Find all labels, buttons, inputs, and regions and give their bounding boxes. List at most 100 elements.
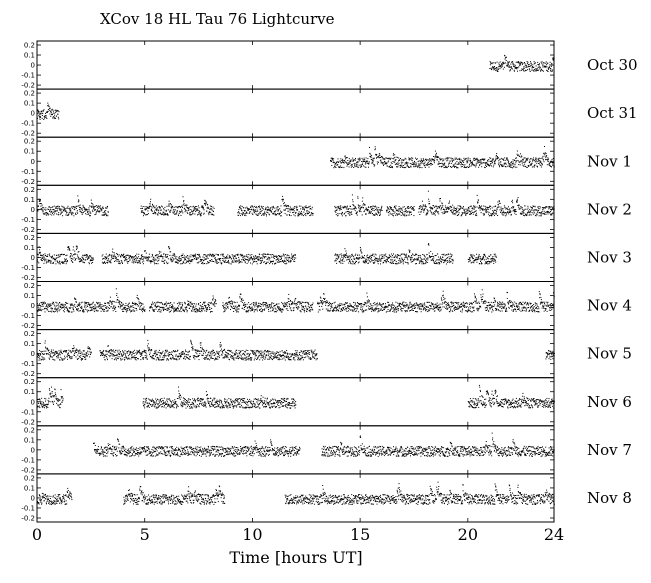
data-point: [109, 254, 111, 256]
data-point: [308, 212, 310, 214]
data-point: [377, 211, 379, 213]
data-point: [374, 205, 376, 207]
data-point: [374, 257, 376, 259]
data-point: [481, 258, 483, 260]
data-point: [499, 68, 501, 70]
data-point: [525, 158, 527, 160]
data-point: [472, 261, 474, 263]
data-point: [390, 258, 392, 260]
data-point: [379, 213, 381, 215]
data-point: [516, 68, 518, 70]
data-point: [117, 302, 119, 304]
data-point: [120, 260, 122, 262]
data-point: [152, 203, 153, 205]
data-point: [388, 261, 389, 263]
data-point: [342, 211, 343, 213]
data-point: [260, 205, 262, 207]
data-point: [483, 213, 485, 215]
data-point: [199, 215, 201, 217]
data-point: [150, 198, 152, 200]
data-point: [194, 258, 196, 260]
data-point: [40, 308, 42, 310]
data-point: [175, 257, 176, 259]
data-point: [469, 211, 471, 212]
data-point: [95, 309, 97, 311]
data-point: [241, 261, 243, 263]
data-point: [83, 310, 85, 312]
data-point: [140, 205, 142, 207]
data-point: [69, 211, 71, 213]
data-point: [105, 257, 107, 258]
data-point: [548, 206, 550, 208]
data-point: [194, 206, 196, 207]
data-point: [551, 158, 553, 160]
data-point: [63, 311, 65, 313]
data-point: [55, 210, 57, 212]
data-point: [406, 257, 408, 259]
data-point: [372, 254, 373, 256]
data-point: [277, 210, 279, 212]
y-tick-label: 0.2: [24, 234, 35, 242]
data-point: [190, 256, 192, 258]
data-point: [492, 210, 494, 212]
data-point: [407, 206, 409, 208]
data-point: [551, 70, 553, 72]
data-point: [124, 260, 126, 262]
data-point: [76, 309, 77, 311]
data-point: [450, 261, 452, 263]
data-point: [77, 309, 79, 310]
data-point: [504, 157, 506, 159]
data-point: [545, 66, 547, 68]
data-point: [40, 205, 42, 207]
data-point: [155, 205, 157, 207]
data-point: [93, 306, 95, 308]
data-point: [96, 302, 98, 304]
data-point: [245, 255, 247, 257]
data-point: [200, 259, 202, 260]
data-point: [533, 209, 535, 211]
data-point: [92, 257, 94, 259]
data-point: [264, 212, 266, 214]
data-point: [51, 209, 53, 211]
data-point: [484, 209, 486, 211]
data-point: [46, 304, 47, 306]
data-point: [180, 263, 182, 265]
data-point: [83, 208, 85, 210]
data-point: [57, 308, 59, 310]
data-point: [421, 205, 423, 207]
data-point: [381, 257, 383, 259]
data-point: [515, 214, 517, 215]
data-point: [131, 256, 133, 258]
data-point: [494, 66, 495, 68]
data-point: [147, 207, 149, 209]
data-point: [344, 160, 346, 162]
data-point: [232, 261, 234, 263]
data-point: [188, 255, 190, 257]
data-point: [533, 166, 535, 168]
data-point: [141, 307, 143, 309]
data-point: [78, 199, 80, 201]
data-point: [307, 210, 309, 212]
data-point: [118, 260, 120, 262]
data-point: [38, 251, 40, 253]
data-point: [132, 305, 134, 307]
data-point: [376, 209, 378, 211]
data-point: [61, 304, 62, 306]
data-point: [308, 211, 310, 213]
data-point: [486, 166, 488, 167]
data-point: [407, 162, 409, 164]
data-point: [116, 253, 118, 255]
data-point: [488, 159, 490, 161]
data-point: [210, 207, 212, 209]
data-point: [452, 213, 454, 215]
data-point: [51, 309, 53, 311]
data-point: [532, 207, 533, 209]
data-point: [336, 258, 338, 260]
data-point: [527, 207, 529, 209]
data-point: [385, 261, 387, 262]
data-point: [368, 212, 370, 214]
data-point: [399, 166, 401, 168]
data-point: [50, 307, 52, 309]
data-point: [238, 211, 240, 213]
